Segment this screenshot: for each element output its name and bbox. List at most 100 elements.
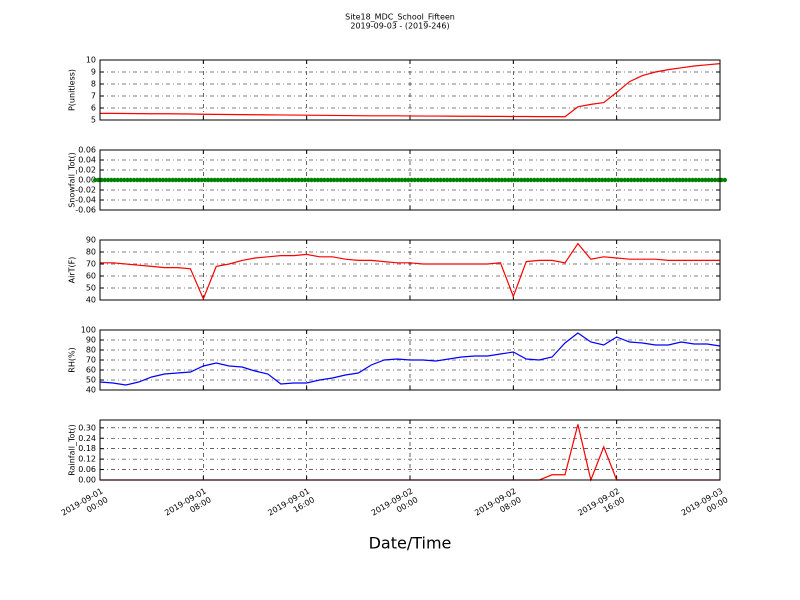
marker — [147, 177, 153, 183]
marker — [370, 177, 376, 183]
marker — [596, 177, 602, 183]
marker — [519, 177, 524, 183]
plot-frame — [99, 419, 721, 481]
marker — [235, 177, 240, 183]
marker — [667, 177, 673, 183]
marker — [341, 177, 347, 183]
marker — [312, 177, 317, 183]
marker — [306, 177, 311, 183]
marker — [483, 177, 489, 183]
marker — [493, 177, 498, 183]
y-tick-label: 5 — [91, 116, 96, 125]
data-line — [100, 63, 721, 118]
marker — [128, 177, 133, 183]
marker — [364, 177, 369, 183]
marker — [587, 177, 592, 183]
y-tick-label: 0.30 — [78, 423, 96, 432]
marker — [444, 177, 450, 183]
marker — [351, 177, 356, 183]
y-tick-label: 0.00 — [78, 476, 96, 485]
marker — [338, 177, 343, 183]
marker — [296, 177, 301, 183]
marker — [438, 177, 443, 183]
marker — [670, 177, 676, 183]
marker — [428, 177, 434, 183]
marker — [335, 177, 340, 183]
marker — [664, 177, 669, 183]
marker — [432, 177, 437, 183]
marker — [486, 177, 492, 183]
y-tick-label: 80 — [86, 346, 96, 355]
y-axis-label: Rainfall_Tot() — [68, 424, 77, 476]
marker — [241, 177, 246, 183]
marker — [251, 177, 256, 183]
marker — [202, 177, 208, 183]
marker — [593, 177, 598, 183]
y-tick-label: 100 — [81, 326, 96, 335]
marker — [683, 177, 689, 183]
plot-frame — [99, 59, 721, 121]
x-tick-label: 2019-09-0216:00 — [576, 486, 626, 526]
marker — [706, 177, 711, 183]
y-tick-label: 50 — [86, 284, 96, 293]
y-tick-label: 60 — [86, 272, 96, 281]
chart-title: Site18_MDC_School_Fifteen — [345, 13, 455, 22]
marker — [131, 177, 137, 183]
marker — [654, 177, 660, 183]
marker — [490, 177, 495, 183]
marker — [151, 177, 156, 183]
marker — [713, 177, 718, 183]
marker — [122, 177, 127, 183]
y-tick-label: 9 — [91, 68, 96, 77]
marker — [222, 177, 227, 183]
marker — [399, 177, 405, 183]
marker — [354, 177, 359, 183]
marker — [409, 177, 414, 183]
data-line — [100, 242, 720, 301]
marker — [567, 177, 572, 183]
y-tick-label: 0.06 — [78, 146, 96, 155]
marker — [328, 177, 334, 183]
marker — [648, 177, 653, 183]
marker — [448, 177, 453, 183]
marker — [357, 177, 363, 183]
marker — [286, 177, 292, 183]
marker — [254, 177, 259, 183]
marker — [535, 177, 540, 183]
marker — [709, 177, 715, 183]
marker — [393, 177, 398, 183]
y-tick-label: 0.06 — [78, 465, 96, 474]
y-tick-label: 0.00 — [78, 176, 96, 185]
marker — [406, 177, 411, 183]
marker — [451, 177, 456, 183]
marker — [574, 177, 579, 183]
y-tick-label: 90 — [86, 336, 96, 345]
marker — [244, 177, 250, 183]
y-tick-label: 0.18 — [78, 444, 96, 453]
y-tick-label: 50 — [86, 376, 96, 385]
marker — [722, 177, 727, 183]
marker — [315, 177, 321, 183]
chart-subtitle: 2019-09-03 - (2019-246) — [350, 22, 449, 31]
x-tick-label: 2019-09-0100:00 — [59, 486, 109, 526]
marker — [173, 177, 179, 183]
marker — [435, 177, 440, 183]
marker — [515, 177, 521, 183]
marker — [674, 177, 679, 183]
y-tick-label: 10 — [86, 56, 96, 65]
marker — [109, 177, 114, 183]
y-axis-label: Snowfall_Tot() — [68, 152, 77, 208]
y-tick-label: 0.24 — [78, 434, 96, 443]
marker — [661, 177, 666, 183]
marker — [545, 177, 550, 183]
marker — [189, 177, 195, 183]
marker — [318, 177, 324, 183]
marker — [628, 177, 634, 183]
marker — [441, 177, 447, 183]
marker — [612, 177, 618, 183]
marker — [390, 177, 395, 183]
marker — [212, 177, 217, 183]
marker — [102, 177, 108, 183]
marker — [625, 177, 631, 183]
marker — [658, 177, 663, 183]
